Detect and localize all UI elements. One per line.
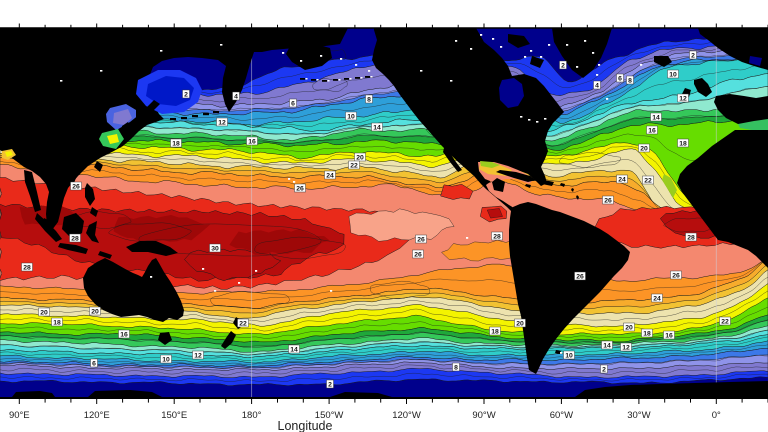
- svg-text:8: 8: [454, 364, 458, 371]
- svg-text:26: 26: [604, 197, 612, 204]
- svg-text:6: 6: [618, 75, 622, 82]
- svg-text:22: 22: [239, 320, 247, 327]
- svg-text:180°: 180°: [242, 410, 262, 421]
- svg-text:22: 22: [721, 318, 729, 325]
- svg-text:10: 10: [565, 352, 573, 359]
- svg-text:6: 6: [291, 100, 295, 107]
- svg-text:6: 6: [92, 360, 96, 367]
- svg-text:2: 2: [328, 381, 332, 388]
- svg-text:4: 4: [595, 82, 599, 89]
- svg-text:60°W: 60°W: [550, 410, 573, 421]
- svg-text:12: 12: [622, 344, 630, 351]
- svg-text:28: 28: [493, 233, 501, 240]
- svg-text:10: 10: [347, 113, 355, 120]
- svg-text:0°: 0°: [712, 410, 721, 421]
- svg-text:8: 8: [367, 96, 371, 103]
- svg-text:20: 20: [91, 308, 99, 315]
- svg-text:150°W: 150°W: [315, 410, 344, 421]
- svg-text:20: 20: [40, 309, 48, 316]
- svg-text:30°W: 30°W: [627, 410, 650, 421]
- svg-text:2: 2: [691, 52, 695, 59]
- svg-text:18: 18: [679, 140, 687, 147]
- svg-text:28: 28: [687, 234, 695, 241]
- svg-text:26: 26: [576, 273, 584, 280]
- svg-text:22: 22: [644, 177, 652, 184]
- svg-text:20: 20: [640, 145, 648, 152]
- svg-text:12: 12: [218, 119, 226, 126]
- svg-text:12: 12: [194, 352, 202, 359]
- svg-text:18: 18: [643, 330, 651, 337]
- svg-text:Longitude: Longitude: [278, 419, 333, 432]
- svg-text:2: 2: [184, 91, 188, 98]
- svg-text:150°E: 150°E: [161, 410, 187, 421]
- svg-text:26: 26: [414, 251, 422, 258]
- svg-text:26: 26: [296, 185, 304, 192]
- svg-text:26: 26: [72, 183, 80, 190]
- svg-text:14: 14: [290, 346, 298, 353]
- svg-text:16: 16: [648, 127, 656, 134]
- svg-text:24: 24: [653, 295, 661, 302]
- svg-text:30: 30: [211, 245, 219, 252]
- svg-text:4: 4: [234, 93, 238, 100]
- svg-text:2: 2: [561, 62, 565, 69]
- svg-text:24: 24: [618, 176, 626, 183]
- svg-text:2: 2: [602, 366, 606, 373]
- svg-text:26: 26: [672, 272, 680, 279]
- svg-text:120°W: 120°W: [392, 410, 421, 421]
- svg-text:24: 24: [326, 172, 334, 179]
- svg-text:90°E: 90°E: [9, 410, 30, 421]
- svg-text:22: 22: [350, 162, 358, 169]
- svg-text:26: 26: [417, 236, 425, 243]
- svg-text:18: 18: [491, 328, 499, 335]
- svg-text:28: 28: [23, 264, 31, 271]
- svg-text:90°W: 90°W: [472, 410, 495, 421]
- svg-text:14: 14: [603, 342, 611, 349]
- svg-text:12: 12: [679, 95, 687, 102]
- svg-text:20: 20: [516, 320, 524, 327]
- svg-text:18: 18: [53, 319, 61, 326]
- svg-text:16: 16: [120, 331, 128, 338]
- svg-text:10: 10: [669, 71, 677, 78]
- svg-text:16: 16: [248, 138, 256, 145]
- svg-text:8: 8: [628, 77, 632, 84]
- svg-text:120°E: 120°E: [84, 410, 110, 421]
- svg-text:20: 20: [356, 154, 364, 161]
- svg-text:16: 16: [665, 332, 673, 339]
- svg-text:20: 20: [625, 324, 633, 331]
- svg-text:10: 10: [162, 356, 170, 363]
- svg-text:28: 28: [71, 235, 79, 242]
- svg-text:14: 14: [373, 124, 381, 131]
- svg-text:18: 18: [172, 140, 180, 147]
- svg-text:14: 14: [652, 114, 660, 121]
